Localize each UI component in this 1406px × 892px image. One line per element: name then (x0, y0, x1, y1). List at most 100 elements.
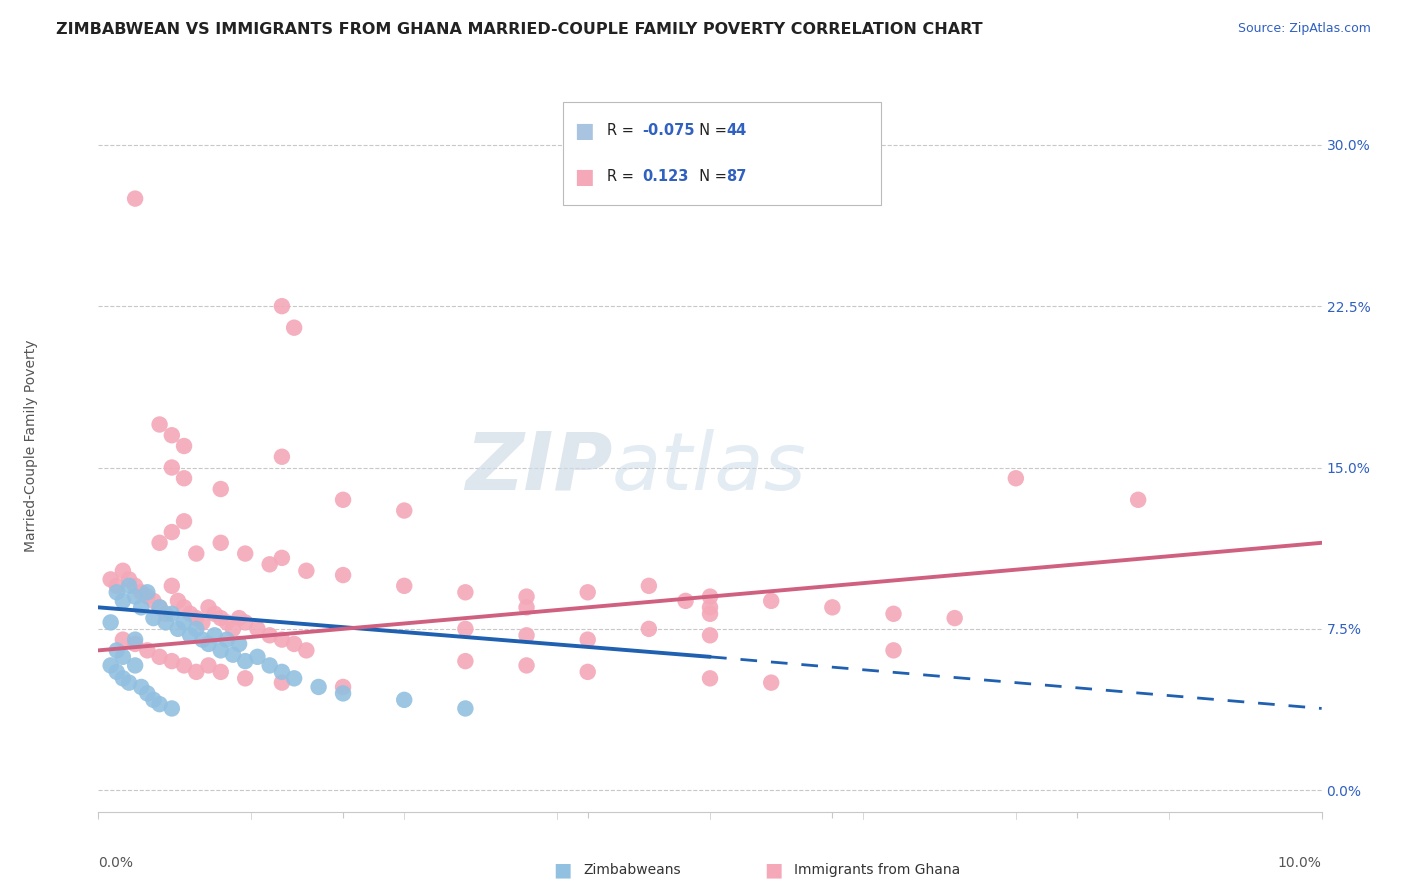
Point (186, 622, 208, 636)
Point (392, 579, 416, 593)
Point (883, 643, 905, 657)
Point (228, 611, 250, 625)
Point (454, 701, 477, 715)
Point (111, 594, 134, 608)
Point (100, 658, 122, 673)
Point (186, 547, 208, 561)
Point (149, 697, 172, 711)
Text: R =: R = (607, 123, 638, 138)
Point (124, 590, 146, 604)
Point (270, 632, 294, 647)
Point (124, 637, 146, 651)
Point (209, 643, 232, 657)
Text: Married-Couple Family Poverty: Married-Couple Family Poverty (24, 340, 38, 552)
Point (699, 600, 721, 615)
Point (149, 600, 172, 615)
Point (233, 615, 256, 630)
Point (392, 693, 416, 707)
Point (283, 637, 305, 651)
Point (105, 585, 128, 599)
Point (142, 693, 165, 707)
Point (105, 579, 128, 593)
Point (142, 594, 165, 608)
Point (516, 658, 538, 673)
Point (129, 585, 152, 599)
Point (160, 701, 183, 715)
Point (332, 492, 354, 507)
Point (124, 192, 146, 206)
Point (173, 471, 195, 485)
Point (699, 607, 721, 621)
Point (118, 579, 141, 593)
Point (761, 675, 783, 690)
Text: ZIMBABWEAN VS IMMIGRANTS FROM GHANA MARRIED-COUPLE FAMILY POVERTY CORRELATION CH: ZIMBABWEAN VS IMMIGRANTS FROM GHANA MARR… (56, 22, 983, 37)
Point (173, 615, 195, 630)
Point (699, 671, 721, 685)
Point (637, 579, 661, 593)
Point (111, 649, 134, 664)
Text: ■: ■ (553, 860, 572, 880)
Text: Source: ZipAtlas.com: Source: ZipAtlas.com (1237, 22, 1371, 36)
Point (204, 628, 226, 642)
Point (675, 594, 697, 608)
Text: 87: 87 (727, 169, 747, 185)
Point (118, 573, 141, 587)
Point (160, 460, 183, 475)
Point (209, 611, 232, 625)
Point (332, 680, 354, 694)
Point (576, 665, 599, 679)
Point (761, 594, 783, 608)
Point (129, 600, 152, 615)
Point (295, 564, 318, 578)
Point (173, 514, 195, 528)
Point (186, 665, 208, 679)
Point (149, 649, 172, 664)
Point (233, 547, 256, 561)
Point (105, 643, 128, 657)
Point (233, 671, 256, 685)
Point (155, 607, 177, 621)
Point (204, 607, 226, 621)
Point (1128, 492, 1150, 507)
Text: Immigrants from Ghana: Immigrants from Ghana (794, 863, 960, 877)
Point (883, 607, 905, 621)
Point (246, 622, 269, 636)
Point (100, 615, 122, 630)
Point (516, 590, 538, 604)
Point (173, 600, 195, 615)
Point (179, 628, 201, 642)
Point (454, 622, 477, 636)
Text: atlas: atlas (612, 429, 807, 507)
Point (283, 320, 305, 334)
Point (160, 524, 183, 539)
Point (197, 658, 219, 673)
Point (270, 550, 294, 565)
Point (332, 686, 354, 700)
Text: 44: 44 (727, 123, 747, 138)
Point (136, 585, 159, 599)
Point (124, 579, 146, 593)
Point (167, 622, 190, 636)
Point (124, 632, 146, 647)
Point (160, 579, 183, 593)
Point (392, 503, 416, 517)
Point (259, 628, 281, 642)
Point (259, 658, 281, 673)
Point (209, 665, 232, 679)
Point (111, 671, 134, 685)
Point (222, 622, 245, 636)
Point (118, 675, 141, 690)
Point (1004, 471, 1026, 485)
Text: 0.123: 0.123 (643, 169, 689, 185)
Text: N =: N = (690, 169, 731, 185)
Point (270, 450, 294, 464)
Point (111, 632, 134, 647)
Point (270, 665, 294, 679)
Point (136, 643, 159, 657)
Point (270, 675, 294, 690)
Point (233, 654, 256, 668)
Point (454, 654, 477, 668)
Point (270, 299, 294, 313)
Text: 10.0%: 10.0% (1278, 855, 1322, 870)
Point (259, 558, 281, 572)
